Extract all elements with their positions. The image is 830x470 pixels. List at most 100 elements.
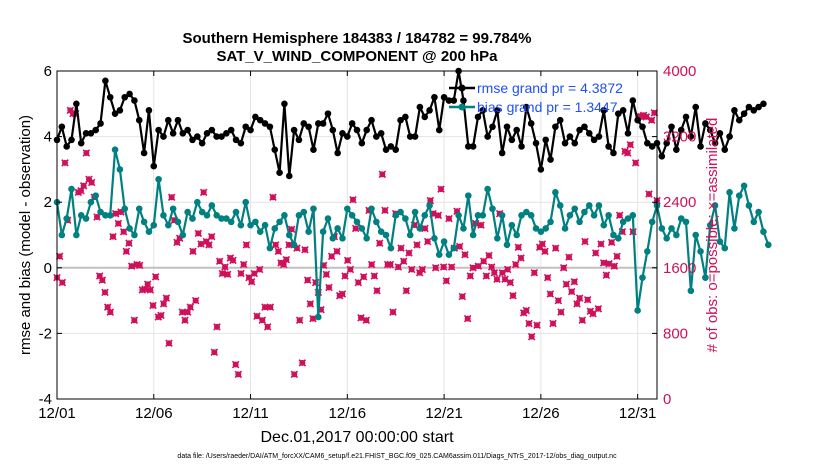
obs-assimilated-point bbox=[301, 245, 309, 254]
obs-marker bbox=[397, 244, 405, 252]
obs-assimilated-point bbox=[541, 247, 549, 256]
rmse-point bbox=[440, 93, 448, 101]
rmse-point bbox=[344, 133, 351, 140]
obs-marker bbox=[557, 308, 565, 316]
rmse-point bbox=[479, 107, 487, 114]
obs-marker bbox=[642, 113, 651, 121]
obs-marker bbox=[274, 247, 283, 256]
rmse-point bbox=[397, 116, 404, 124]
obs-marker bbox=[282, 255, 291, 264]
rmse-point bbox=[353, 126, 361, 134]
rmse-point bbox=[484, 133, 491, 140]
obs-marker bbox=[242, 241, 251, 249]
obs-marker bbox=[402, 286, 411, 295]
bias-point bbox=[184, 208, 191, 216]
rmse-point bbox=[281, 100, 288, 108]
bias-point bbox=[644, 248, 651, 255]
obs-assimilated-point bbox=[114, 219, 123, 228]
obs-marker bbox=[442, 277, 451, 285]
obs-marker bbox=[399, 257, 408, 266]
bias-point bbox=[610, 231, 617, 239]
obs-assimilated-point bbox=[290, 370, 299, 379]
rmse-point bbox=[68, 136, 75, 144]
obs-assimilated-point bbox=[413, 241, 421, 249]
obs-marker bbox=[554, 296, 563, 305]
obs-marker bbox=[546, 290, 555, 298]
rmse-point bbox=[677, 126, 685, 134]
obs-marker bbox=[165, 339, 173, 348]
rmse-point bbox=[687, 133, 695, 140]
rmse-point bbox=[435, 126, 443, 134]
obs-assimilated-point bbox=[98, 276, 107, 284]
obs-assimilated-point bbox=[567, 287, 576, 296]
obs-assimilated-point bbox=[394, 263, 403, 271]
bias-point bbox=[131, 231, 138, 239]
obs-marker bbox=[250, 269, 259, 278]
obs-assimilated-point bbox=[247, 277, 256, 286]
obs-marker bbox=[58, 278, 67, 287]
obs-marker bbox=[309, 314, 317, 323]
rmse-point bbox=[474, 113, 482, 121]
obs-assimilated-point bbox=[602, 271, 611, 279]
obs-assimilated-point bbox=[605, 259, 613, 268]
obs-marker bbox=[445, 214, 453, 223]
rmse-point bbox=[731, 107, 738, 114]
obs-marker bbox=[231, 360, 240, 369]
obs-assimilated-point bbox=[581, 237, 589, 246]
obs-marker bbox=[490, 268, 499, 277]
rmse-point bbox=[242, 123, 250, 131]
obs-marker bbox=[237, 269, 245, 278]
obs-assimilated-point bbox=[615, 211, 624, 220]
x-tick-label: 12/26 bbox=[522, 405, 560, 422]
bias-point bbox=[523, 208, 530, 216]
y-axis-label-right: # of obs: o=possible; ×=assimilated bbox=[704, 118, 721, 353]
rmse-point bbox=[460, 97, 467, 104]
obs-assimilated-point bbox=[554, 296, 563, 305]
rmse-point bbox=[213, 133, 220, 140]
obs-marker bbox=[602, 271, 611, 279]
obs-assimilated-point bbox=[463, 314, 472, 323]
obs-assimilated-point bbox=[285, 241, 293, 249]
obs-assimilated-point bbox=[215, 257, 224, 266]
obs-assimilated-point bbox=[418, 265, 427, 274]
y-tick-label-left: 2 bbox=[44, 194, 52, 211]
obs-assimilated-point bbox=[362, 316, 371, 325]
rmse-point bbox=[194, 133, 201, 140]
bias-point bbox=[416, 225, 424, 232]
obs-marker bbox=[349, 195, 357, 204]
obs-marker bbox=[239, 260, 248, 269]
bias-point bbox=[440, 238, 448, 245]
bias-point bbox=[194, 198, 201, 206]
obs-assimilated-point bbox=[506, 278, 515, 287]
bias-point bbox=[697, 248, 704, 255]
obs-assimilated-point bbox=[575, 294, 584, 302]
obs-marker bbox=[458, 292, 467, 301]
obs-marker bbox=[477, 221, 485, 229]
obs-marker bbox=[503, 265, 512, 274]
x-tick-label: 12/16 bbox=[329, 405, 367, 422]
rmse-point bbox=[363, 126, 370, 134]
rmse-point bbox=[169, 130, 177, 137]
bias-point bbox=[247, 221, 254, 229]
obs-marker bbox=[234, 370, 243, 379]
obs-marker bbox=[343, 256, 352, 265]
rmse-point bbox=[174, 116, 182, 124]
obs-marker bbox=[482, 272, 491, 280]
rmse-point bbox=[673, 146, 680, 154]
bias-point bbox=[692, 231, 700, 239]
obs-assimilated-point bbox=[258, 316, 267, 325]
obs-marker bbox=[263, 323, 272, 331]
obs-assimilated-point bbox=[597, 240, 605, 248]
obs-marker bbox=[298, 359, 307, 367]
bias-point bbox=[126, 225, 133, 232]
rmse-point bbox=[256, 116, 264, 124]
obs-assimilated-point bbox=[55, 252, 64, 261]
obs-marker bbox=[151, 273, 160, 281]
obs-marker bbox=[573, 300, 581, 308]
rmse-point bbox=[658, 152, 666, 160]
obs-assimilated-point bbox=[375, 239, 384, 247]
obs-assimilated-point bbox=[229, 256, 237, 265]
bias-point bbox=[223, 215, 230, 222]
obs-marker bbox=[306, 300, 315, 308]
obs-assimilated-point bbox=[573, 300, 581, 308]
